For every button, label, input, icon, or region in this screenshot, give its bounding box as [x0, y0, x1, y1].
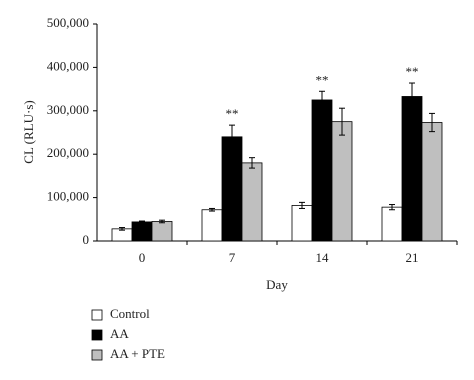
x-tick-label: 21 — [406, 250, 419, 265]
y-tick-label: 100,000 — [47, 189, 89, 204]
bar — [241, 162, 263, 242]
legend-label: AA — [110, 326, 129, 341]
error-bar — [229, 124, 235, 150]
legend-swatch — [91, 329, 103, 341]
error-bar — [249, 157, 255, 169]
bar — [201, 209, 223, 242]
error-bar — [409, 82, 415, 111]
error-bar — [319, 90, 325, 110]
y-axis-label: CL (RLU·s) — [21, 100, 36, 163]
error-bar — [299, 201, 305, 209]
error-bar — [389, 204, 395, 211]
bar — [381, 206, 403, 242]
y-tick-label: 0 — [83, 232, 90, 247]
error-bar — [159, 219, 165, 224]
bar — [151, 221, 173, 242]
y-tick-label: 500,000 — [47, 15, 89, 30]
legend-label: Control — [110, 306, 150, 321]
x-tick-label: 7 — [229, 250, 236, 265]
annotation: ** — [226, 106, 239, 121]
error-bar — [339, 107, 345, 136]
x-axis-label: Day — [266, 277, 288, 292]
bar — [131, 221, 153, 242]
bar — [311, 99, 333, 242]
y-tick-label: 300,000 — [47, 102, 89, 117]
error-bar — [139, 220, 145, 224]
bar — [421, 122, 443, 242]
bar — [331, 121, 353, 242]
error-bar — [119, 227, 125, 231]
bar — [291, 205, 313, 242]
bar — [401, 96, 423, 242]
legend-swatch — [91, 309, 103, 321]
annotation: ** — [316, 72, 329, 87]
y-tick-label: 400,000 — [47, 58, 89, 73]
annotation: ** — [406, 64, 419, 79]
bar — [221, 136, 243, 242]
error-bar — [209, 207, 215, 212]
legend-label: AA + PTE — [110, 346, 165, 361]
error-bar — [429, 112, 435, 133]
x-tick-label: 0 — [139, 250, 146, 265]
legend-swatch — [91, 349, 103, 361]
y-tick-label: 200,000 — [47, 145, 89, 160]
x-tick-label: 14 — [316, 250, 330, 265]
bar — [111, 228, 133, 242]
